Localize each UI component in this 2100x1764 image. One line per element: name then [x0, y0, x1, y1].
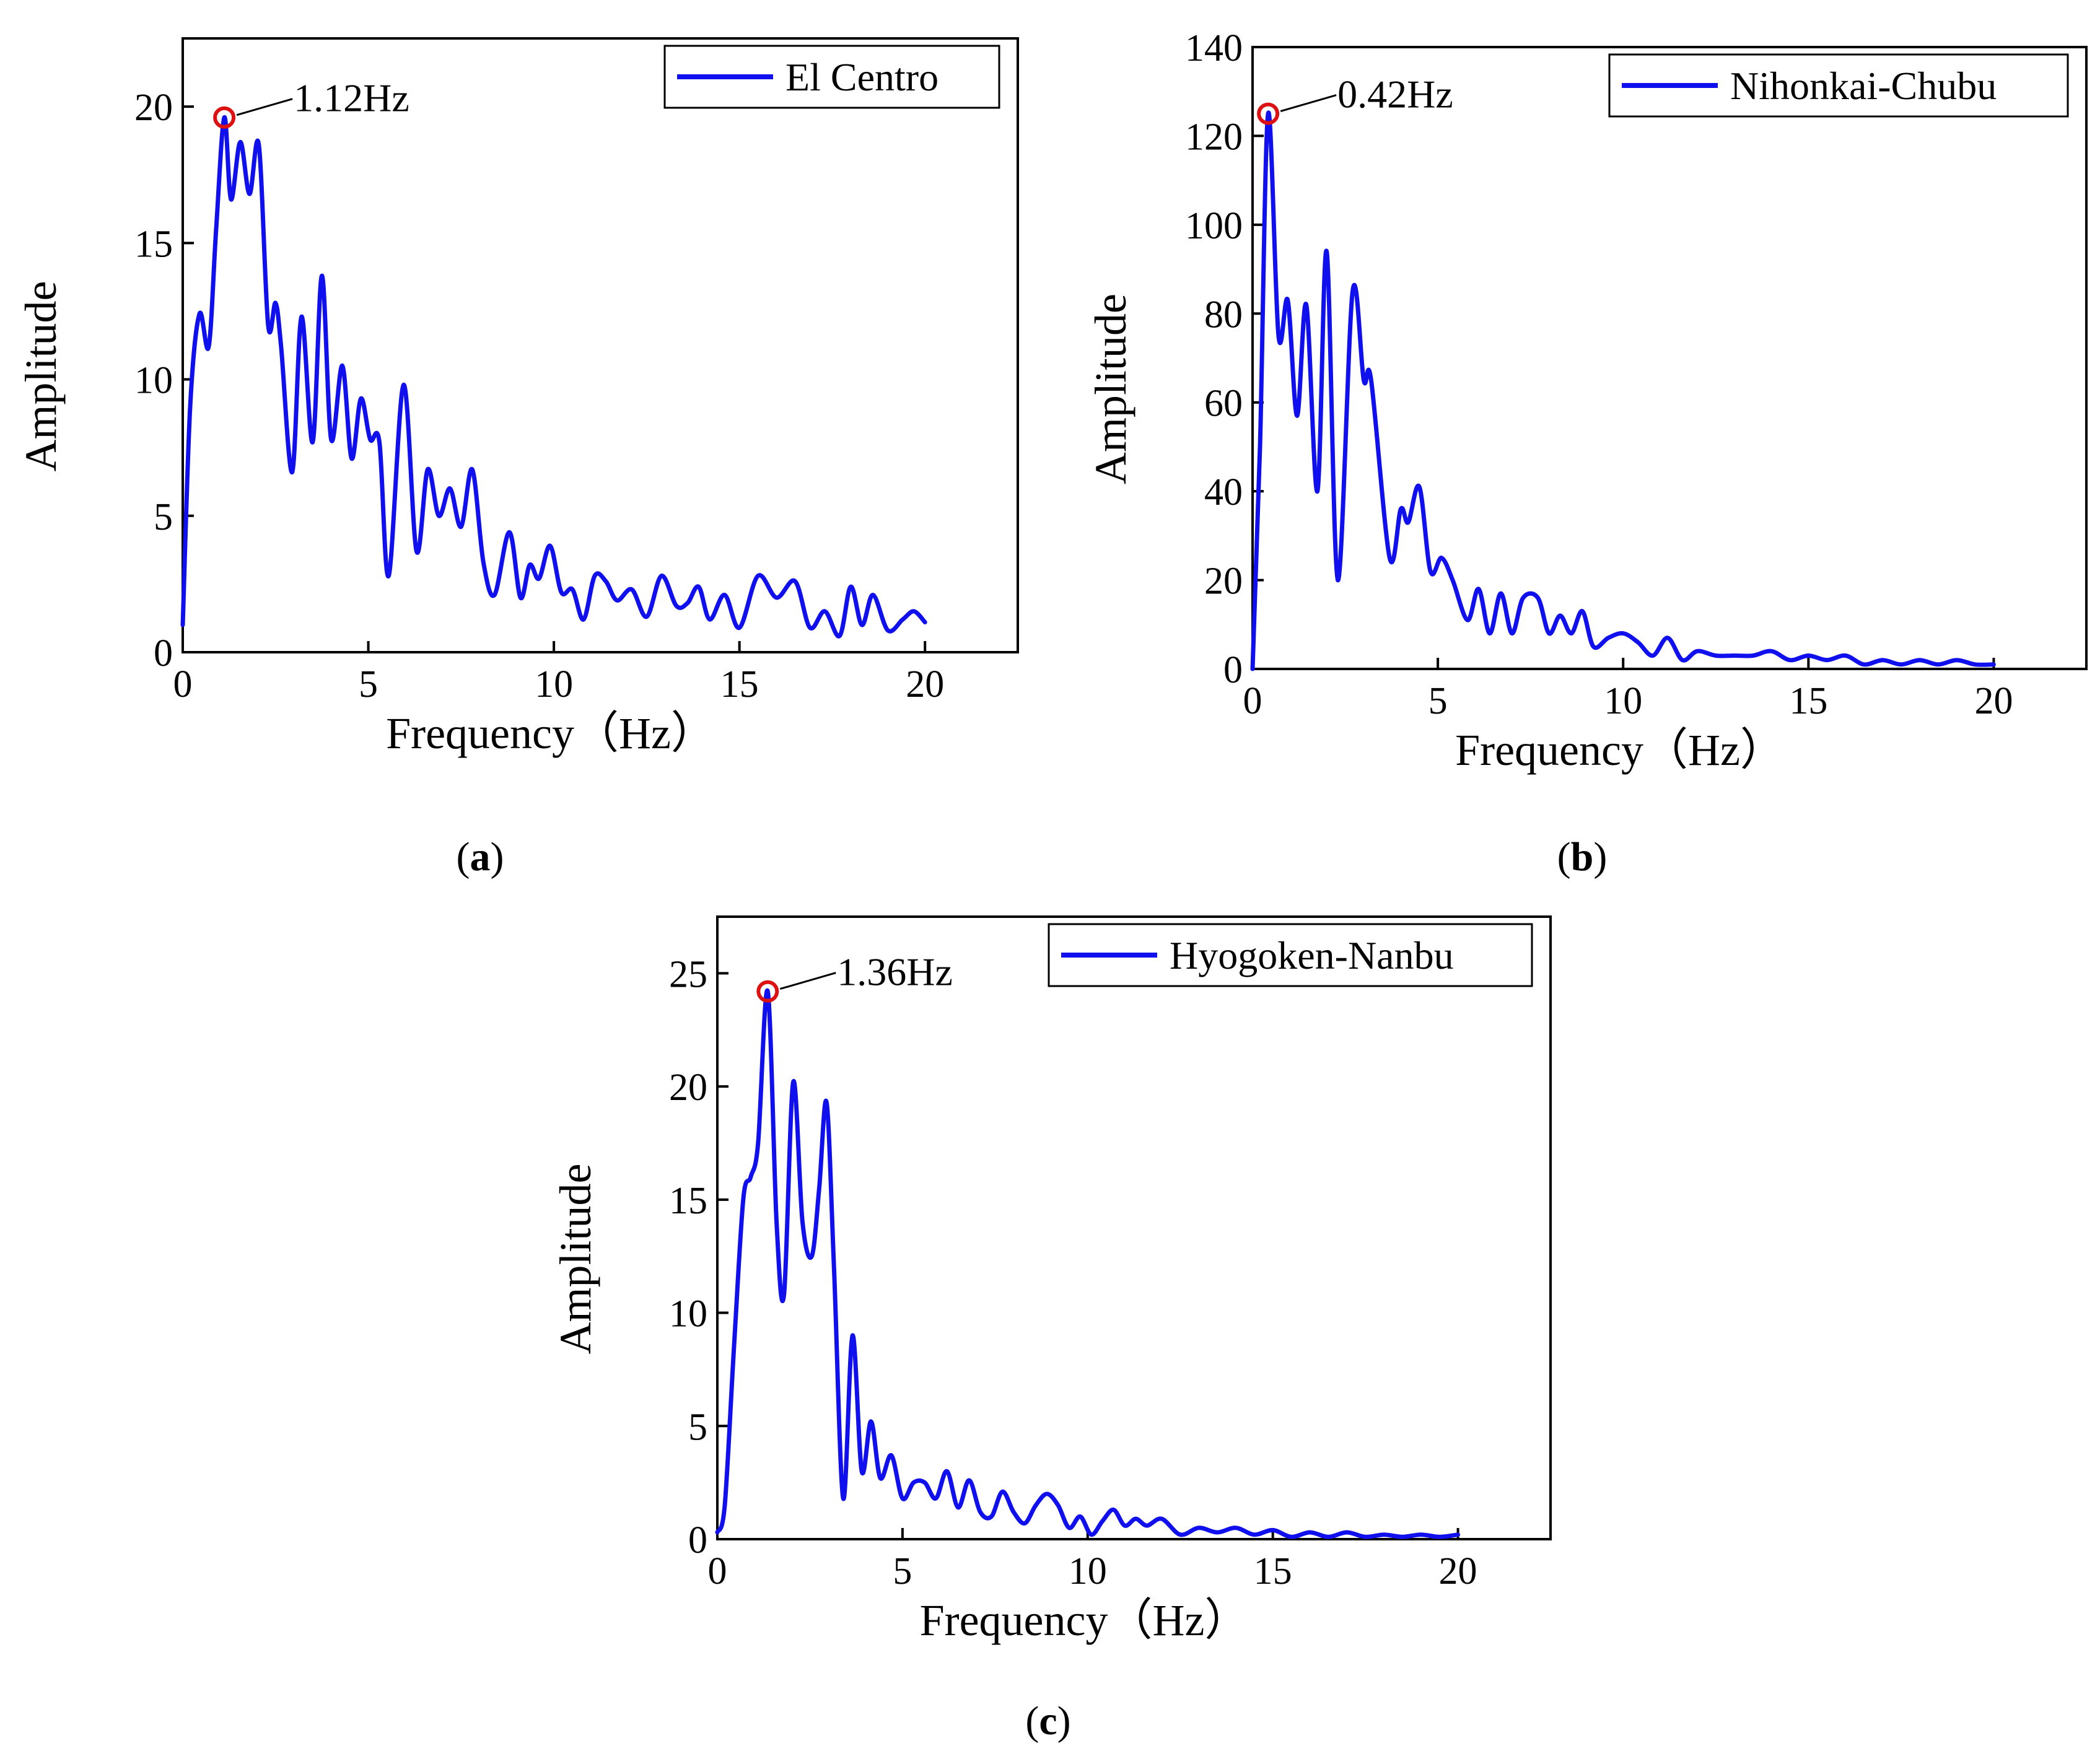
- plot-frame: [182, 37, 1019, 653]
- peak-label: 1.12Hz: [294, 76, 409, 120]
- x-tick-label: 15: [1789, 680, 1827, 722]
- y-axis-title: Amplitude: [551, 1164, 600, 1355]
- plot-frame: [716, 915, 1552, 1540]
- y-tick-label: 20: [1204, 561, 1243, 603]
- panel-letter: c: [1039, 1698, 1057, 1744]
- peak-label: 0.42Hz: [1337, 72, 1453, 116]
- y-tick-label: 5: [688, 1406, 707, 1448]
- legend: Nihonkai-Chubu: [1608, 53, 2069, 118]
- y-tick-label: 100: [1185, 205, 1243, 247]
- panel-label: (a): [457, 834, 504, 880]
- series-line-hyogoken-nanbu: [715, 988, 1461, 1539]
- x-tick-label: 10: [1604, 680, 1642, 722]
- peak-marker: [756, 980, 779, 1003]
- x-axis-title: Frequency（Hz）: [386, 709, 715, 758]
- y-tick-label: 10: [669, 1293, 707, 1335]
- y-axis-title: Amplitude: [16, 281, 66, 472]
- series-line-el-centro: [180, 115, 927, 639]
- x-tick-label: 15: [720, 663, 759, 705]
- legend: Hyogoken-Nanbu: [1048, 923, 1533, 987]
- x-tick-label: 10: [535, 663, 573, 705]
- y-tick-label: 20: [669, 1067, 707, 1109]
- chart-panel-b: 0 5 10 15 20 0 20 40 60 80 100 120 140 Frequency（Hz） A…: [1086, 27, 2088, 880]
- x-axis-title: Frequency（Hz）: [920, 1596, 1249, 1645]
- panel-letter: b: [1571, 834, 1594, 880]
- y-tick-label: 15: [669, 1180, 707, 1222]
- y-tick-label: 120: [1185, 116, 1243, 158]
- x-tick-label: 0: [173, 663, 193, 705]
- peak-label: 1.36Hz: [837, 950, 953, 994]
- y-tick-label: 15: [134, 223, 173, 265]
- x-tick-label: 0: [1243, 680, 1262, 722]
- y-tick-label: 60: [1204, 383, 1243, 425]
- y-tick-label: 0: [1223, 649, 1243, 691]
- y-axis-title: Amplitude: [1086, 294, 1135, 484]
- panel-letter: a: [470, 834, 491, 880]
- x-tick-label: 5: [359, 663, 378, 705]
- y-tick-label: 0: [154, 632, 173, 675]
- y-tick-label: 25: [669, 953, 707, 995]
- x-tick-label: 20: [906, 663, 944, 705]
- y-tick-label: 10: [134, 360, 173, 402]
- series-line-nihonkai-chubu: [1250, 110, 1996, 671]
- x-tick-label: 10: [1069, 1550, 1107, 1592]
- peak-marker: [1257, 102, 1280, 125]
- plot-frame: [1251, 46, 2088, 670]
- panel-label: (c): [1025, 1698, 1070, 1744]
- legend-label: Nihonkai-Chubu: [1730, 64, 1997, 108]
- peak-marker: [213, 106, 236, 129]
- legend: El Centro: [663, 45, 1000, 109]
- panel-label: (b): [1557, 834, 1608, 880]
- peak-leader-line: [236, 98, 293, 116]
- x-tick-label: 0: [708, 1550, 727, 1592]
- legend-label: El Centro: [785, 55, 938, 99]
- y-tick-label: 40: [1204, 471, 1243, 513]
- legend-box: [663, 45, 1000, 109]
- peak-leader-line: [779, 972, 836, 990]
- x-tick-label: 20: [1439, 1550, 1477, 1592]
- x-tick-label: 5: [1428, 680, 1448, 722]
- x-axis-title: Frequency（Hz）: [1455, 725, 1785, 775]
- legend-label: Hyogoken-Nanbu: [1170, 933, 1454, 977]
- x-tick-label: 5: [893, 1550, 912, 1592]
- x-tick-label: 15: [1254, 1550, 1292, 1592]
- y-tick-label: 20: [134, 87, 173, 129]
- y-tick-label: 80: [1204, 294, 1243, 336]
- chart-panel-a: 0 5 10 15 20 0 5 10 15 20 Frequency（Hz） Amplitude El…: [16, 37, 1019, 880]
- chart-panel-c: 0 5 10 15 20 0 5 10 15 20 25 Frequency（Hz） Amplitude…: [551, 915, 1552, 1744]
- y-tick-label: 0: [688, 1519, 707, 1561]
- x-tick-label: 20: [1974, 680, 2013, 722]
- peak-leader-line: [1280, 94, 1337, 113]
- y-tick-label: 140: [1185, 27, 1243, 69]
- y-tick-label: 5: [154, 496, 173, 538]
